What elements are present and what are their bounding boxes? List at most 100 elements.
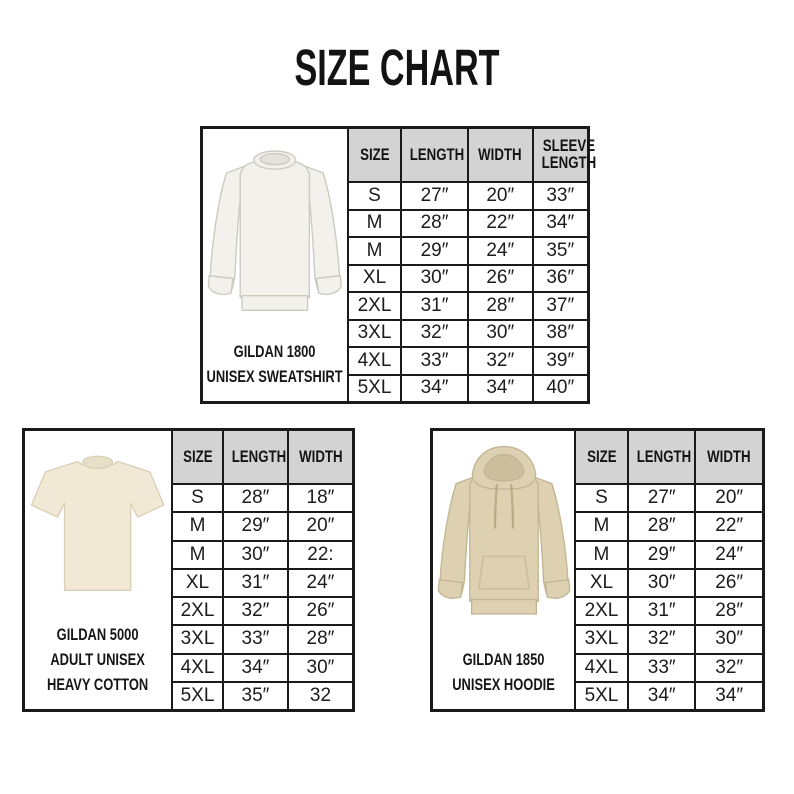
product-label-line: GILDAN 5000 xyxy=(57,625,139,644)
size-cell: 32″ xyxy=(694,652,762,683)
size-cell: 35″ xyxy=(221,680,289,709)
size-cell: 36″ xyxy=(531,263,587,294)
size-cell: 34″ xyxy=(400,373,469,401)
product-label-line: UNISEX HOODIE xyxy=(452,675,555,694)
size-cell: 3XL xyxy=(346,318,403,349)
size-chart-sweatshirt: GILDAN 1800 UNISEX SWEATSHIRT SIZE LENGTH W… xyxy=(200,126,596,404)
header-row: SIZE LENGTH WIDTH SLEEVE LENGTH xyxy=(346,129,596,183)
size-cell: 34″ xyxy=(626,680,697,709)
size-cell: 32″ xyxy=(400,318,469,349)
size-cell: XL xyxy=(346,263,403,294)
column-header: WIDTH xyxy=(694,431,762,485)
size-cell: 30″ xyxy=(694,624,762,655)
size-cell: 20″ xyxy=(466,181,534,211)
product-label-line: GILDAN 1850 xyxy=(462,650,545,669)
size-cell: 26″ xyxy=(466,263,534,294)
size-cell: 30″ xyxy=(400,263,469,294)
size-cell: S xyxy=(346,181,403,211)
size-cell: 5XL xyxy=(574,680,629,709)
size-cell: M xyxy=(171,539,224,570)
size-row: M 30″ 22: xyxy=(171,539,352,570)
size-row: 5XL 34″ 34″ 40″ xyxy=(346,373,587,401)
product-pane: GILDAN 1800 UNISEX SWEATSHIRT xyxy=(203,129,347,401)
size-cell: M xyxy=(574,539,629,570)
product-label-line: HEAVY COTTON xyxy=(47,675,149,694)
size-cell: 32 xyxy=(286,680,352,709)
size-cell: 28″ xyxy=(286,624,352,655)
size-cell: 24″ xyxy=(694,539,762,570)
column-header: WIDTH xyxy=(466,129,534,183)
size-cell: 3XL xyxy=(574,624,629,655)
product-label-line: ADULT UNISEX xyxy=(50,650,146,669)
tshirt-icon xyxy=(31,455,165,591)
size-cell: 28″ xyxy=(221,482,289,514)
size-cell: 32″ xyxy=(221,596,289,627)
size-cell: 31″ xyxy=(400,291,469,321)
size-row: 3XL 32″ 30″ 38″ xyxy=(346,318,587,349)
size-cell: 2XL xyxy=(574,596,629,627)
size-cell: XL xyxy=(574,567,629,599)
size-cell: 22: xyxy=(286,539,352,570)
size-cell: 31″ xyxy=(626,596,697,627)
size-cell: 20″ xyxy=(286,511,352,542)
column-header: SIZE xyxy=(346,129,403,183)
size-chart-hoodie: GILDAN 1850 UNISEX HOODIE SIZE LENGTH WIDTH… xyxy=(430,428,765,712)
size-cell: 33″ xyxy=(626,652,697,683)
size-cell: M xyxy=(574,511,629,542)
size-row: 5XL 35″ 32 xyxy=(171,680,352,709)
size-cell: 30″ xyxy=(221,539,289,570)
size-row: XL 30″ 26″ xyxy=(574,567,762,599)
product-label-line: GILDAN 1800 xyxy=(234,342,316,361)
size-cell: 22″ xyxy=(466,208,534,239)
size-row: S 27″ 20″ 33″ xyxy=(346,181,587,211)
size-cell: 27″ xyxy=(400,181,469,211)
product-pane: GILDAN 1850 UNISEX HOODIE xyxy=(433,431,574,709)
size-cell: 26″ xyxy=(286,596,352,627)
size-cell: 32″ xyxy=(626,624,697,655)
hoodie-icon xyxy=(437,445,570,615)
size-cell: 30″ xyxy=(626,567,697,599)
size-cell: 28″ xyxy=(694,596,762,627)
size-cell: 29″ xyxy=(626,539,697,570)
size-cell: 33″ xyxy=(400,346,469,376)
size-cell: 35″ xyxy=(531,236,587,266)
size-row: M 28″ 22″ 34″ xyxy=(346,208,587,239)
size-cell: 24″ xyxy=(466,236,534,266)
size-row: 3XL 32″ 30″ xyxy=(574,624,762,655)
size-cell: 26″ xyxy=(694,567,762,599)
header-row: SIZE LENGTH WIDTH xyxy=(574,431,762,485)
size-row: 4XL 33″ 32″ 39″ xyxy=(346,346,587,376)
size-table: SIZE LENGTH WIDTH S 27″ 20″ M 28″ 22″ M 29″ 24″ XL 30… xyxy=(574,431,762,709)
size-cell: M xyxy=(171,511,224,542)
size-cell: 32″ xyxy=(466,346,534,376)
size-cell: 34″ xyxy=(466,373,534,401)
size-row: M 29″ 24″ 35″ xyxy=(346,236,587,266)
size-cell: 2XL xyxy=(346,291,403,321)
size-row: XL 30″ 26″ 36″ xyxy=(346,263,587,294)
column-header: SLEEVE LENGTH xyxy=(531,129,596,183)
column-header: LENGTH xyxy=(400,129,469,183)
size-cell: XL xyxy=(171,567,224,599)
size-cell: 39″ xyxy=(531,346,587,376)
size-cell: 30″ xyxy=(466,318,534,349)
column-header: LENGTH xyxy=(221,431,289,485)
size-cell: 28″ xyxy=(466,291,534,321)
size-cell: M xyxy=(346,236,403,266)
size-row: 3XL 33″ 28″ xyxy=(171,624,352,655)
size-row: 2XL 32″ 26″ xyxy=(171,596,352,627)
size-cell: 18″ xyxy=(286,482,352,514)
product-label: GILDAN 1850 UNISEX HOODIE xyxy=(436,647,571,697)
size-cell: 28″ xyxy=(400,208,469,239)
size-cell: 29″ xyxy=(400,236,469,266)
size-row: 2XL 31″ 28″ 37″ xyxy=(346,291,587,321)
product-label-line: UNISEX SWEATSHIRT xyxy=(206,367,344,386)
size-cell: 27″ xyxy=(626,482,697,514)
size-table: SIZE LENGTH WIDTH SLEEVE LENGTH S 27″ 20″ 33″ M 2… xyxy=(346,129,596,401)
size-table: SIZE LENGTH WIDTH S 28″ 18″ M 29″ 20″ M 30″ 22: XL 31… xyxy=(171,431,352,709)
product-label: GILDAN 1800 UNISEX SWEATSHIRT xyxy=(185,339,364,389)
size-chart-tshirt: GILDAN 5000 ADULT UNISEX HEAVY COTTON SIZE… xyxy=(22,428,355,712)
size-cell: 4XL xyxy=(574,652,629,683)
size-row: 2XL 31″ 28″ xyxy=(574,596,762,627)
page-title-text: SIZE CHART xyxy=(294,39,500,96)
crewneck-sweatshirt-icon xyxy=(207,150,343,311)
